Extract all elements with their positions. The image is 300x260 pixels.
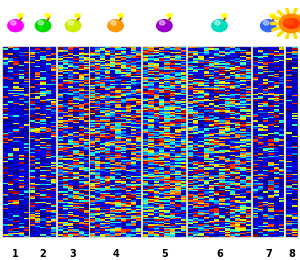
Circle shape <box>11 21 16 25</box>
Text: 4: 4 <box>112 249 119 259</box>
Circle shape <box>212 20 227 32</box>
Text: 5: 5 <box>161 249 168 259</box>
Text: 6: 6 <box>216 249 223 259</box>
Text: 7: 7 <box>265 249 272 259</box>
Circle shape <box>68 21 74 25</box>
Circle shape <box>35 20 51 32</box>
Circle shape <box>38 21 44 25</box>
Circle shape <box>285 18 293 25</box>
Circle shape <box>159 21 165 25</box>
Text: 3: 3 <box>70 249 76 259</box>
Text: 1: 1 <box>12 249 19 259</box>
Circle shape <box>281 16 300 31</box>
Circle shape <box>108 20 123 32</box>
Text: 2: 2 <box>40 249 46 259</box>
Circle shape <box>111 21 116 25</box>
Circle shape <box>65 20 81 32</box>
Text: 8: 8 <box>288 249 295 259</box>
Circle shape <box>214 21 220 25</box>
Circle shape <box>260 20 276 32</box>
Circle shape <box>8 20 23 32</box>
Circle shape <box>263 21 269 25</box>
Circle shape <box>157 20 172 32</box>
